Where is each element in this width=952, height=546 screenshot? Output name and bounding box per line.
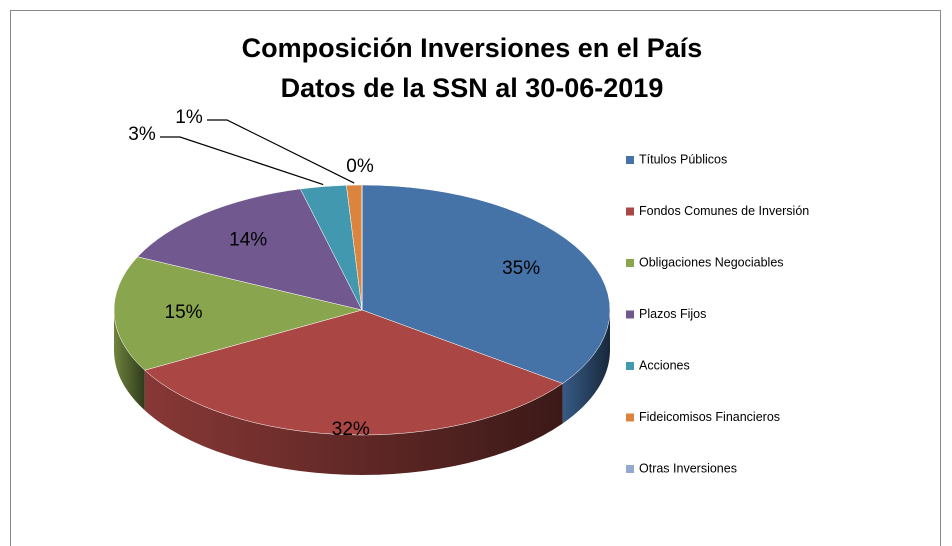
legend-label: Fondos Comunes de Inversión — [639, 204, 809, 218]
legend-label: Plazos Fijos — [639, 307, 706, 321]
slice — [113, 256, 363, 371]
legend-swatch — [626, 207, 634, 216]
data-label: 35% — [502, 258, 540, 279]
data-label: 0% — [346, 156, 374, 177]
slice — [137, 188, 363, 311]
legend-swatch — [626, 156, 634, 164]
chart-title: Composición Inversiones en el País — [242, 33, 703, 63]
legend-swatch — [626, 310, 634, 319]
legend-label: Obligaciones Negociables — [639, 255, 784, 269]
data-label: 3% — [128, 124, 156, 145]
slice — [361, 184, 611, 384]
slice-side — [562, 310, 610, 424]
slice-side — [144, 370, 563, 475]
slice — [144, 309, 564, 436]
leader-line — [160, 136, 324, 186]
chart-subtitle: Datos de la SSN al 30-06-2019 — [281, 73, 664, 103]
slice-side — [114, 310, 145, 411]
legend-label: Títulos Públicos — [639, 152, 727, 166]
legend-swatch — [626, 362, 634, 370]
legend-label: Acciones — [639, 358, 690, 372]
data-label: 32% — [332, 419, 370, 440]
legend-label: Fideicomisos Financieros — [639, 410, 780, 424]
legend-swatch — [626, 413, 634, 422]
legend-swatch — [626, 259, 634, 267]
data-label: 1% — [175, 107, 203, 128]
data-label: 14% — [229, 230, 267, 251]
data-label: 15% — [165, 302, 203, 323]
legend-swatch — [626, 465, 634, 473]
leader-line — [207, 119, 355, 184]
legend-label: Otras Inversiones — [639, 461, 737, 475]
